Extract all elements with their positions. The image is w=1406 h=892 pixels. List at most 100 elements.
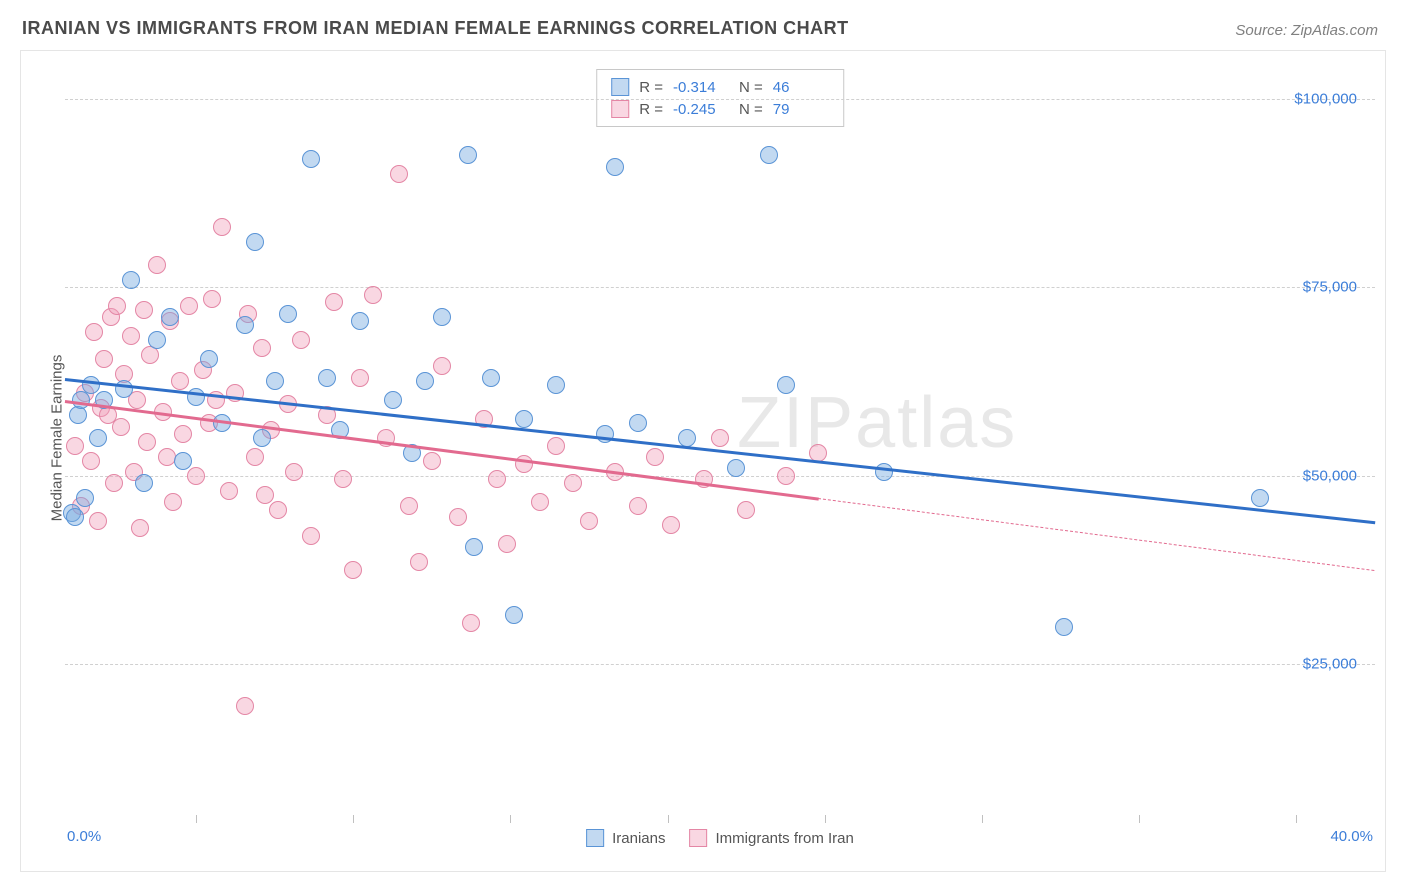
x-tick xyxy=(825,815,826,823)
scatter-point-pink xyxy=(400,497,418,515)
scatter-point-blue xyxy=(547,376,565,394)
n-label: N = xyxy=(739,79,763,96)
scatter-point-blue xyxy=(161,308,179,326)
scatter-point-pink xyxy=(364,286,382,304)
scatter-point-pink xyxy=(449,508,467,526)
n-value: 46 xyxy=(773,79,829,96)
scatter-point-blue xyxy=(187,388,205,406)
y-tick-label: $75,000 xyxy=(1303,279,1357,296)
y-axis-label: Median Female Earnings xyxy=(49,355,66,522)
scatter-point-pink xyxy=(737,501,755,519)
scatter-point-blue xyxy=(266,372,284,390)
stats-row-pink: R =-0.245N =79 xyxy=(611,98,829,120)
scatter-point-pink xyxy=(187,467,205,485)
scatter-point-pink xyxy=(164,493,182,511)
scatter-point-blue xyxy=(302,150,320,168)
scatter-point-pink xyxy=(423,452,441,470)
scatter-point-pink xyxy=(662,516,680,534)
scatter-point-blue xyxy=(629,414,647,432)
scatter-point-pink xyxy=(148,256,166,274)
scatter-point-pink xyxy=(174,425,192,443)
scatter-point-pink xyxy=(462,614,480,632)
gridline xyxy=(65,287,1375,288)
scatter-point-blue xyxy=(678,429,696,447)
scatter-point-pink xyxy=(777,467,795,485)
scatter-point-blue xyxy=(135,474,153,492)
scatter-point-blue xyxy=(875,463,893,481)
scatter-point-blue xyxy=(351,312,369,330)
scatter-point-pink xyxy=(246,448,264,466)
scatter-point-blue xyxy=(122,271,140,289)
scatter-point-blue xyxy=(596,425,614,443)
y-tick-label: $100,000 xyxy=(1294,90,1357,107)
scatter-point-pink xyxy=(711,429,729,447)
legend-item-blue: Iranians xyxy=(586,829,665,847)
scatter-point-pink xyxy=(135,301,153,319)
scatter-point-pink xyxy=(85,323,103,341)
legend-label: Immigrants from Iran xyxy=(716,830,854,847)
scatter-point-pink xyxy=(498,535,516,553)
chart-container: Median Female Earnings ZIPatlas R =-0.31… xyxy=(20,50,1386,872)
scatter-point-blue xyxy=(416,372,434,390)
scatter-point-pink xyxy=(334,470,352,488)
scatter-point-blue xyxy=(89,429,107,447)
scatter-point-pink xyxy=(82,452,100,470)
scatter-point-pink xyxy=(302,527,320,545)
scatter-point-pink xyxy=(285,463,303,481)
scatter-point-blue xyxy=(459,146,477,164)
y-tick-label: $50,000 xyxy=(1303,467,1357,484)
scatter-point-pink xyxy=(433,357,451,375)
x-tick xyxy=(510,815,511,823)
x-tick xyxy=(1296,815,1297,823)
r-label: R = xyxy=(639,79,663,96)
n-label: N = xyxy=(739,101,763,118)
scatter-point-pink xyxy=(547,437,565,455)
scatter-point-pink xyxy=(646,448,664,466)
scatter-point-blue xyxy=(115,380,133,398)
chart-title: IRANIAN VS IMMIGRANTS FROM IRAN MEDIAN F… xyxy=(22,18,849,39)
scatter-point-pink xyxy=(108,297,126,315)
scatter-point-pink xyxy=(89,512,107,530)
scatter-point-pink xyxy=(131,519,149,537)
scatter-point-pink xyxy=(66,437,84,455)
r-value: -0.245 xyxy=(673,101,729,118)
legend-swatch-pink xyxy=(690,829,708,847)
scatter-point-blue xyxy=(384,391,402,409)
x-tick xyxy=(982,815,983,823)
scatter-point-blue xyxy=(760,146,778,164)
regression-line-pink-extrapolated xyxy=(818,498,1375,571)
gridline xyxy=(65,664,1375,665)
scatter-point-blue xyxy=(318,369,336,387)
scatter-point-blue xyxy=(246,233,264,251)
plot-area: Median Female Earnings ZIPatlas R =-0.31… xyxy=(65,61,1375,815)
source-prefix: Source: xyxy=(1235,22,1291,39)
scatter-point-blue xyxy=(433,308,451,326)
y-tick-label: $25,000 xyxy=(1303,656,1357,673)
scatter-point-blue xyxy=(482,369,500,387)
stats-row-blue: R =-0.314N =46 xyxy=(611,76,829,98)
scatter-point-pink xyxy=(292,331,310,349)
scatter-point-pink xyxy=(531,493,549,511)
legend-item-pink: Immigrants from Iran xyxy=(690,829,854,847)
scatter-point-blue xyxy=(606,158,624,176)
scatter-point-blue xyxy=(505,606,523,624)
r-label: R = xyxy=(639,101,663,118)
scatter-point-pink xyxy=(105,474,123,492)
scatter-point-blue xyxy=(515,410,533,428)
scatter-point-blue xyxy=(279,305,297,323)
scatter-point-blue xyxy=(253,429,271,447)
scatter-point-pink xyxy=(269,501,287,519)
x-tick xyxy=(196,815,197,823)
scatter-point-blue xyxy=(76,489,94,507)
scatter-point-pink xyxy=(95,350,113,368)
gridline xyxy=(65,476,1375,477)
scatter-point-blue xyxy=(777,376,795,394)
scatter-point-pink xyxy=(180,297,198,315)
scatter-point-pink xyxy=(122,327,140,345)
x-tick xyxy=(353,815,354,823)
bottom-legend: Iranians Immigrants from Iran xyxy=(586,829,854,847)
scatter-point-pink xyxy=(410,553,428,571)
scatter-point-pink xyxy=(325,293,343,311)
gridline xyxy=(65,99,1375,100)
scatter-point-blue xyxy=(200,350,218,368)
